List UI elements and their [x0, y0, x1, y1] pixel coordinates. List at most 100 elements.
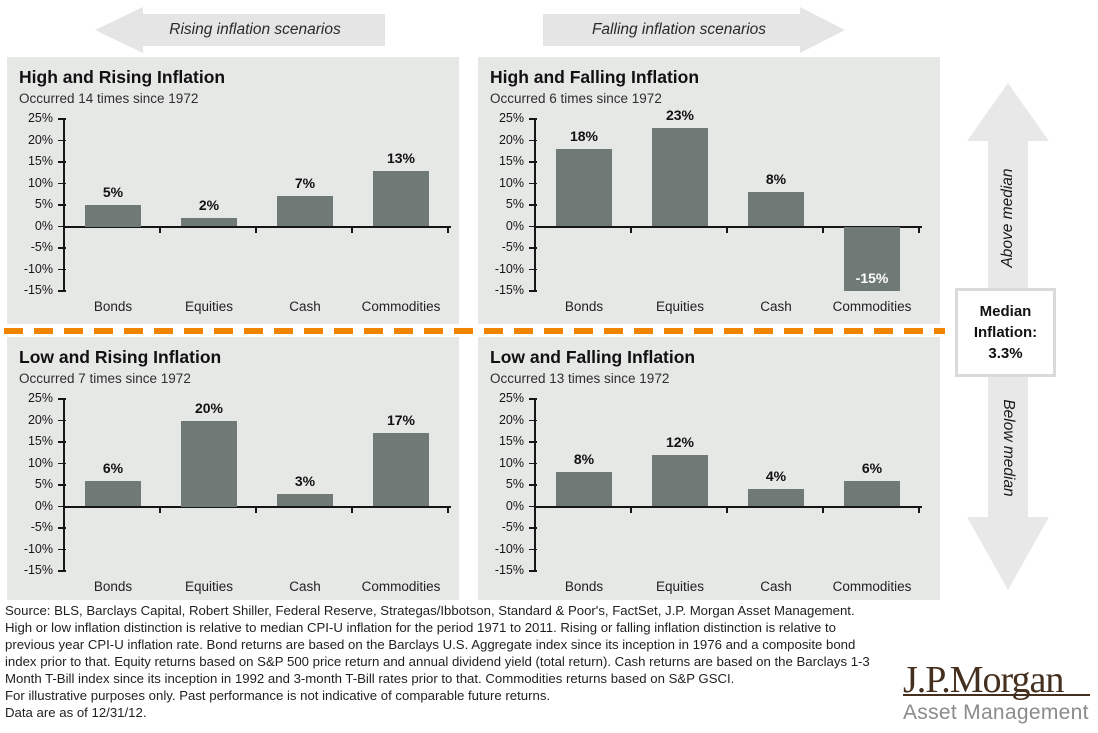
x-tick-mark: [351, 227, 353, 233]
y-tick-mark: [58, 419, 66, 421]
category-label: Commodities: [361, 579, 441, 594]
y-tick-mark: [58, 462, 66, 464]
x-tick-mark: [630, 507, 632, 513]
bar-bonds: [85, 480, 141, 507]
y-tick-label: 25%: [27, 111, 53, 125]
category-label: Cash: [760, 299, 792, 314]
y-tick-label: -15%: [494, 563, 524, 577]
y-tick-label: -10%: [494, 541, 524, 556]
bar-value-label: 12%: [665, 433, 695, 450]
panel-title: Low and Falling Inflation: [490, 347, 696, 367]
note-line: Month T-Bill index since its inception i…: [5, 671, 735, 686]
bar-chart-high-rising: 25% 20% 15% 10% 5% 0% -5% -10% -15% 5% Bonds 2% Equi…: [17, 111, 451, 321]
y-tick-mark: [58, 527, 66, 529]
category-label: Equities: [184, 299, 234, 314]
note-line: index prior to that. Equity returns base…: [5, 654, 870, 669]
bar-value-label: 13%: [386, 149, 416, 166]
x-tick-mark: [63, 227, 65, 233]
y-tick-mark: [529, 505, 537, 507]
x-tick-mark: [351, 507, 353, 513]
y-tick-mark: [58, 225, 66, 227]
y-tick-mark: [529, 441, 537, 443]
y-tick-mark: [529, 290, 537, 292]
y-tick-mark: [529, 161, 537, 163]
bar-bonds: [556, 472, 612, 507]
y-tick-label: -15%: [23, 283, 53, 297]
category-label: Cash: [760, 579, 792, 594]
category-label: Bonds: [93, 299, 133, 314]
y-tick-label: 10%: [498, 455, 524, 470]
category-label: Equities: [184, 579, 234, 594]
bar-equities: [652, 127, 708, 227]
y-tick-mark: [58, 139, 66, 141]
source-line: Source: BLS, Barclays Capital, Robert Sh…: [5, 603, 855, 618]
footnotes: Source: BLS, Barclays Capital, Robert Sh…: [5, 602, 870, 721]
y-tick-label: 10%: [27, 455, 53, 470]
y-tick-mark: [529, 268, 537, 270]
y-tick-label: 0%: [505, 498, 524, 513]
above-median-label: Above median: [999, 168, 1016, 268]
bar-value-label: 3%: [294, 472, 316, 489]
y-tick-mark: [529, 118, 537, 120]
category-label: Cash: [289, 299, 321, 314]
y-tick-label: 15%: [498, 434, 524, 448]
category-label: Equities: [655, 579, 705, 594]
x-tick-mark: [159, 227, 161, 233]
y-tick-mark: [58, 247, 66, 249]
y-tick-mark: [58, 268, 66, 270]
panel-high-rising-inflation: High and Rising Inflation Occurred 14 ti…: [7, 57, 459, 324]
panel-subtitle: Occurred 13 times since 1972: [490, 371, 670, 386]
bar-value-label: 5%: [102, 184, 124, 200]
bar-cash: [277, 493, 333, 507]
as-of-line: Data are as of 12/31/12.: [5, 705, 147, 720]
panel-title: Low and Rising Inflation: [19, 347, 222, 367]
bar-equities: [652, 454, 708, 507]
bar-value-label: 6%: [102, 459, 124, 476]
jpmorgan-logo: J.P.Morgan Asset Management: [903, 660, 1090, 725]
category-label: Bonds: [564, 579, 604, 594]
y-tick-label: 15%: [27, 434, 53, 448]
bar-value-label: 17%: [386, 412, 416, 429]
y-tick-mark: [58, 570, 66, 572]
y-tick-mark: [529, 182, 537, 184]
y-tick-mark: [529, 247, 537, 249]
bar-value-label: 6%: [861, 459, 883, 476]
jpmorgan-logo-brand: J.P.Morgan: [903, 660, 1090, 700]
y-tick-label: 0%: [505, 218, 524, 233]
y-tick-mark: [58, 182, 66, 184]
y-tick-label: -15%: [494, 283, 524, 297]
panel-subtitle: Occurred 6 times since 1972: [490, 91, 662, 106]
panel-low-falling-inflation: Low and Falling Inflation Occurred 13 ti…: [478, 337, 940, 600]
x-tick-mark: [630, 227, 632, 233]
bar-commodities: [844, 480, 900, 507]
rising-scenarios-label: Rising inflation scenarios: [169, 21, 341, 38]
x-tick-mark: [447, 507, 449, 513]
bar-equities: [181, 420, 237, 507]
y-tick-label: 20%: [27, 412, 53, 427]
bar-value-label: -15%: [855, 270, 889, 286]
y-tick-label: 5%: [34, 197, 53, 211]
x-tick-mark: [447, 227, 449, 233]
median-box-line: Inflation:: [973, 324, 1038, 341]
below-median-arrow: Below median: [967, 377, 1049, 590]
y-tick-label: -10%: [494, 261, 524, 276]
median-box-value: 3.3%: [988, 345, 1023, 362]
y-tick-mark: [58, 290, 66, 292]
y-tick-label: -10%: [23, 541, 53, 556]
y-tick-label: -5%: [30, 240, 53, 254]
bar-value-label: 2%: [198, 196, 220, 213]
x-tick-mark: [822, 227, 824, 233]
y-tick-label: -5%: [501, 240, 524, 254]
x-axis-line: [63, 505, 451, 508]
category-label: Commodities: [832, 299, 912, 314]
below-median-label: Below median: [1000, 399, 1017, 497]
y-tick-mark: [529, 484, 537, 486]
panel-high-falling-inflation: High and Falling Inflation Occurred 6 ti…: [478, 57, 940, 324]
x-tick-mark: [255, 227, 257, 233]
y-tick-label: -15%: [23, 563, 53, 577]
x-tick-mark: [255, 507, 257, 513]
x-axis-line: [534, 225, 922, 228]
bar-commodities: [373, 170, 429, 227]
x-tick-mark: [918, 507, 920, 513]
x-tick-mark: [726, 507, 728, 513]
